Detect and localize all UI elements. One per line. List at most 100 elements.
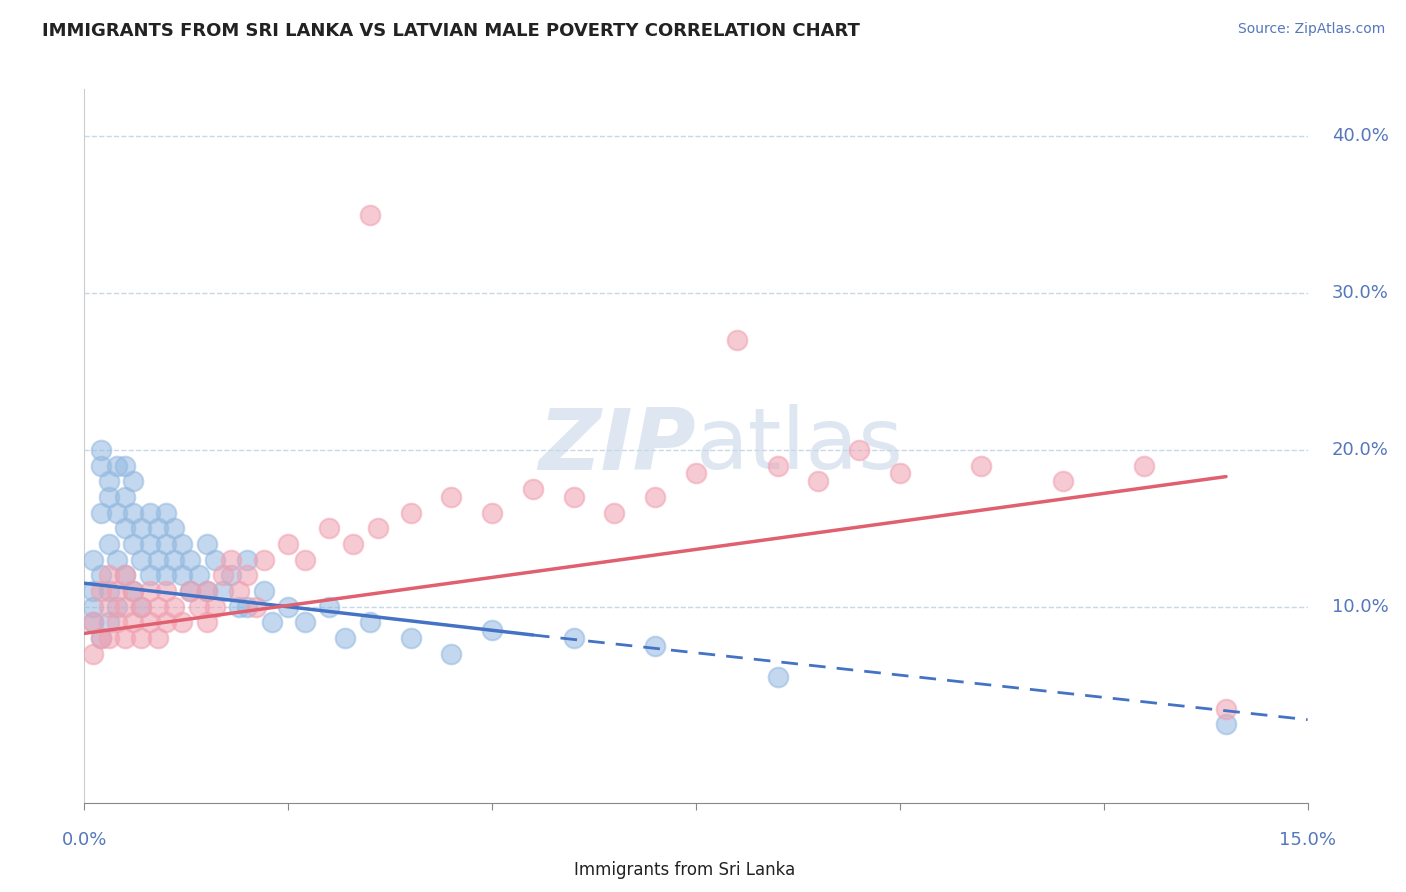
Point	[318, 521, 340, 535]
Point	[889, 467, 911, 481]
Point	[122, 584, 145, 599]
Point	[122, 615, 145, 630]
Point	[562, 490, 585, 504]
Point	[195, 615, 218, 630]
Point	[97, 537, 120, 551]
Point	[155, 584, 177, 599]
Point	[82, 584, 104, 599]
Point	[155, 568, 177, 582]
Point	[179, 584, 201, 599]
Point	[204, 552, 226, 566]
Point	[122, 584, 145, 599]
Point	[236, 568, 259, 582]
Point	[481, 506, 503, 520]
Point	[172, 615, 194, 630]
Point	[359, 208, 381, 222]
Point	[359, 615, 381, 630]
Point	[204, 599, 226, 614]
Text: 10.0%: 10.0%	[1331, 598, 1389, 615]
Point	[131, 631, 153, 645]
Point	[399, 506, 422, 520]
Point	[90, 568, 112, 582]
Point	[277, 599, 299, 614]
Point	[82, 552, 104, 566]
Point	[114, 568, 136, 582]
Point	[294, 615, 316, 630]
Text: atlas: atlas	[696, 404, 904, 488]
Point	[440, 490, 463, 504]
Point	[114, 631, 136, 645]
Point	[138, 537, 160, 551]
Point	[155, 615, 177, 630]
Point	[253, 584, 276, 599]
Point	[82, 615, 104, 630]
Point	[105, 615, 128, 630]
Point	[212, 568, 235, 582]
Point	[97, 568, 120, 582]
Text: 15.0%: 15.0%	[1279, 831, 1336, 849]
Point	[146, 521, 169, 535]
Point	[131, 552, 153, 566]
Point	[105, 599, 128, 614]
Point	[114, 490, 136, 504]
Point	[90, 584, 112, 599]
Point	[131, 599, 153, 614]
Text: 30.0%: 30.0%	[1331, 284, 1389, 302]
Point	[685, 467, 707, 481]
Point	[212, 584, 235, 599]
Point	[277, 537, 299, 551]
Point	[179, 584, 201, 599]
Point	[90, 442, 112, 457]
Point	[146, 599, 169, 614]
Point	[114, 521, 136, 535]
Point	[105, 584, 128, 599]
Point	[807, 475, 830, 489]
Point	[187, 568, 209, 582]
Point	[253, 552, 276, 566]
Point	[179, 552, 201, 566]
Point	[97, 490, 120, 504]
Point	[236, 552, 259, 566]
Point	[97, 475, 120, 489]
Point	[1215, 702, 1237, 716]
Point	[163, 552, 186, 566]
Point	[155, 506, 177, 520]
Point	[766, 670, 789, 684]
Point	[82, 615, 104, 630]
Point	[440, 647, 463, 661]
Point	[82, 647, 104, 661]
Point	[367, 521, 389, 535]
Point	[82, 599, 104, 614]
Point	[399, 631, 422, 645]
Point	[195, 584, 218, 599]
Point	[131, 521, 153, 535]
Point	[260, 615, 283, 630]
Point	[114, 568, 136, 582]
Point	[187, 599, 209, 614]
Point	[146, 631, 169, 645]
Point	[725, 333, 748, 347]
Point	[219, 552, 242, 566]
Point	[114, 458, 136, 473]
Point	[146, 552, 169, 566]
Point	[90, 458, 112, 473]
Point	[228, 584, 250, 599]
Point	[342, 537, 364, 551]
Point	[228, 599, 250, 614]
Point	[105, 506, 128, 520]
Point	[122, 506, 145, 520]
Point	[90, 631, 112, 645]
Point	[138, 568, 160, 582]
Point	[172, 568, 194, 582]
Text: ZIP: ZIP	[538, 404, 696, 488]
Point	[97, 599, 120, 614]
Point	[219, 568, 242, 582]
Point	[97, 631, 120, 645]
Point	[122, 475, 145, 489]
Point	[163, 599, 186, 614]
Point	[766, 458, 789, 473]
Point	[603, 506, 626, 520]
Point	[1052, 475, 1074, 489]
Point	[294, 552, 316, 566]
FancyBboxPatch shape	[1348, 855, 1406, 889]
